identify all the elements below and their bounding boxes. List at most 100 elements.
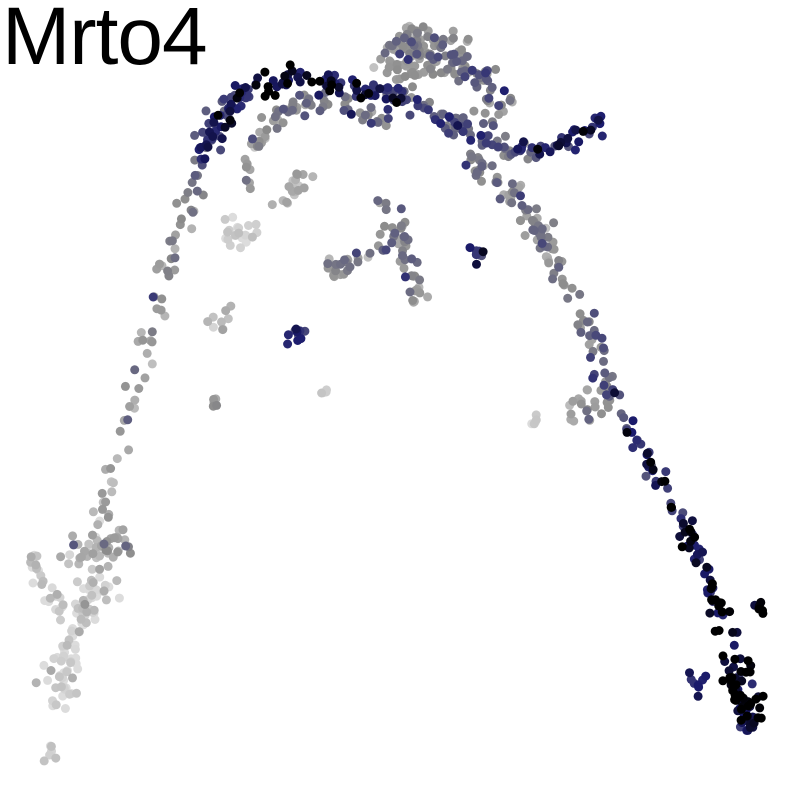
cell-point [366, 103, 376, 112]
cell-point [369, 63, 379, 72]
cell-point [80, 599, 90, 609]
cell-point [225, 115, 235, 125]
cell-point [381, 198, 391, 208]
cell-point [479, 119, 488, 128]
cell-point [307, 77, 317, 87]
cell-point [51, 753, 61, 763]
points-layer [26, 21, 768, 766]
cell-point [698, 547, 707, 557]
cell-point [130, 395, 140, 405]
cell-point [278, 118, 288, 128]
cell-point [300, 111, 310, 121]
cell-point [262, 125, 272, 135]
cell-point [466, 135, 476, 145]
cell-point [172, 198, 182, 208]
cell-point [412, 28, 422, 38]
cell-point [247, 232, 257, 242]
cell-point [208, 322, 218, 332]
cell-point [45, 593, 55, 603]
cell-point [56, 552, 66, 562]
cell-point [717, 607, 727, 617]
cell-point [212, 400, 222, 410]
cell-point [582, 406, 592, 416]
cell-point [500, 131, 510, 141]
cell-point [554, 262, 564, 272]
cell-point [26, 552, 36, 562]
cell-point [284, 182, 294, 192]
cell-point [578, 126, 588, 136]
cell-point [308, 172, 318, 182]
cell-point [317, 388, 327, 398]
cell-point [554, 141, 564, 151]
cell-point [685, 668, 694, 678]
cell-point [470, 78, 480, 88]
cell-point [483, 131, 493, 141]
cell-point [444, 128, 454, 138]
cell-point [381, 94, 391, 104]
cell-point [563, 293, 573, 303]
cell-point [97, 488, 107, 498]
cell-point [453, 121, 463, 130]
cell-point [460, 72, 470, 82]
cell-point [56, 656, 66, 666]
cell-point [588, 373, 598, 383]
cell-point [272, 123, 282, 133]
cell-point [217, 134, 227, 144]
cell-point [346, 109, 356, 119]
cell-point [610, 388, 620, 398]
cell-point [487, 161, 497, 171]
cell-point [138, 335, 148, 345]
cell-point [472, 259, 481, 269]
cell-point [396, 204, 406, 214]
cell-point [641, 471, 651, 481]
cell-point [457, 45, 466, 55]
cell-point [694, 682, 704, 692]
cell-point [156, 305, 166, 315]
cell-point [574, 137, 584, 147]
cell-point [58, 600, 68, 610]
cell-point [568, 396, 578, 406]
cell-point [481, 138, 491, 148]
cell-point [84, 539, 94, 549]
cell-point [593, 115, 603, 125]
cell-point [236, 243, 245, 253]
cell-point [68, 531, 78, 541]
cell-point [251, 80, 261, 90]
cell-point [477, 176, 486, 186]
cell-point [147, 327, 157, 337]
cell-point [293, 336, 303, 345]
cell-point [495, 194, 505, 204]
cell-point [87, 590, 97, 600]
cell-point [54, 672, 64, 682]
cell-point [392, 98, 402, 107]
cell-point [554, 256, 564, 265]
cell-point [375, 229, 385, 239]
cell-point [187, 224, 197, 234]
cell-point [52, 589, 62, 599]
cell-point [93, 520, 103, 530]
cell-point [400, 232, 410, 241]
cell-point [106, 464, 116, 473]
cell-point [95, 564, 105, 574]
cell-point [619, 413, 629, 423]
cell-point [701, 671, 711, 681]
cell-point [448, 26, 458, 36]
cell-point [529, 226, 539, 235]
cell-point [660, 476, 670, 486]
cell-point [89, 605, 99, 615]
cell-point [628, 416, 638, 426]
cell-point [743, 701, 753, 711]
cell-point [270, 112, 280, 122]
cell-point [747, 679, 757, 689]
cell-point [415, 288, 425, 298]
cell-point [753, 713, 763, 723]
cell-point [244, 221, 253, 230]
cell-point [198, 127, 208, 137]
cell-point [113, 547, 123, 557]
cell-point [58, 691, 68, 701]
cell-point [54, 606, 64, 616]
cell-point [334, 82, 344, 92]
cell-point [121, 541, 131, 551]
cell-point [107, 487, 117, 497]
cell-point [499, 86, 509, 96]
